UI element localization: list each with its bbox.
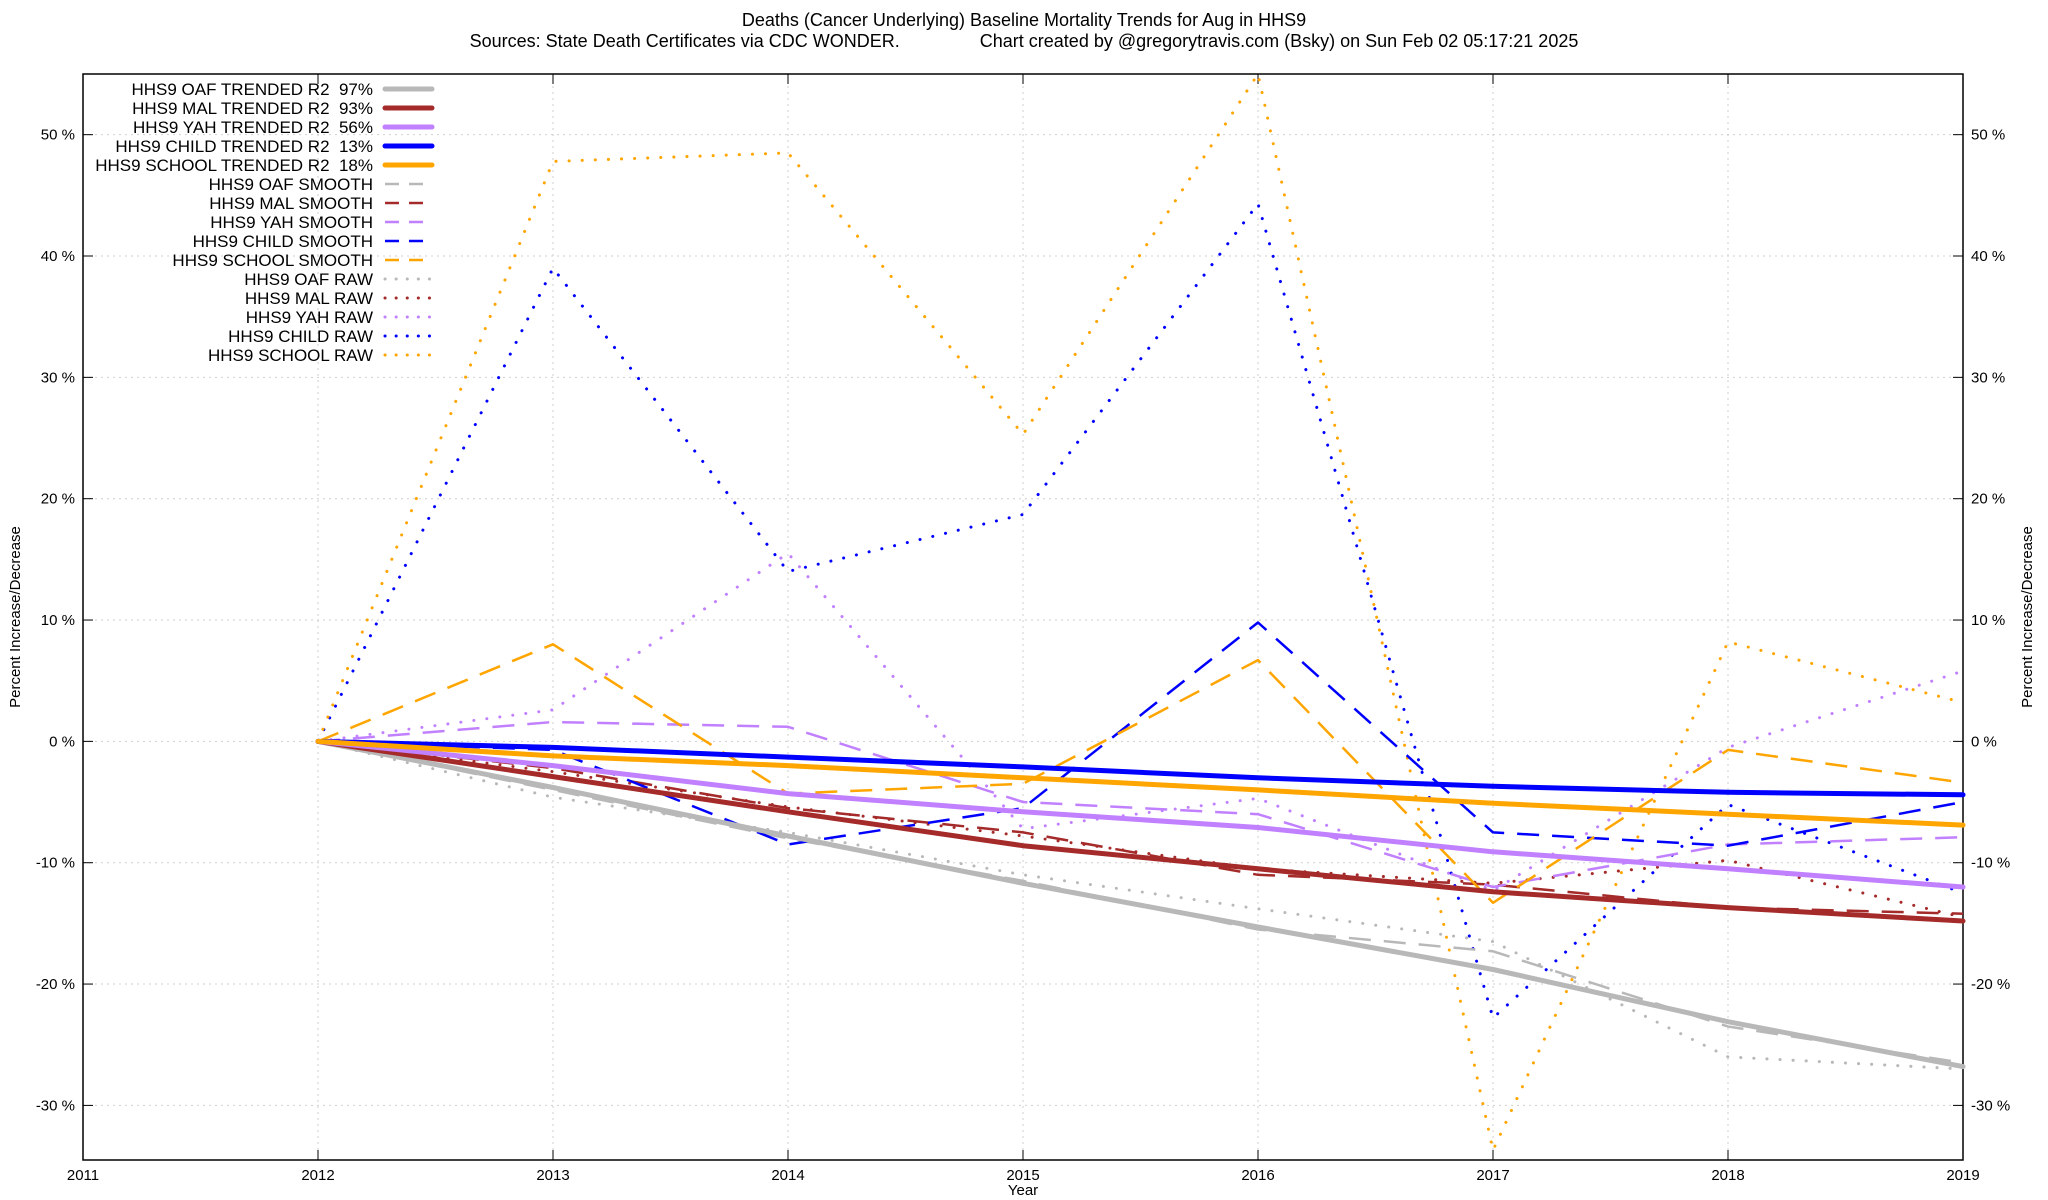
y-tick-label-right: 30 %	[1971, 369, 2005, 386]
chart-title: Deaths (Cancer Underlying) Baseline Mort…	[742, 10, 1306, 30]
y-tick-label-right: 40 %	[1971, 248, 2005, 265]
y-tick-label-right: 0 %	[1971, 733, 1997, 750]
x-tick-label: 2013	[536, 1167, 569, 1184]
y-axis-label-right: Percent Increase/Decrease	[2019, 526, 2036, 708]
y-tick-label: 10 %	[41, 612, 75, 629]
series-line-1	[315, 738, 1966, 924]
legend-label: HHS9 OAF RAW	[244, 270, 373, 289]
y-tick-label: 40 %	[41, 248, 75, 265]
series-lines	[315, 72, 1966, 1152]
legend-label: HHS9 YAH SMOOTH	[210, 213, 373, 232]
y-tick-label-right: 20 %	[1971, 491, 2005, 508]
y-tick-label-right: -10 %	[1971, 855, 2010, 872]
legend-label: HHS9 YAH TRENDED R2 56%	[133, 118, 373, 137]
legend-label: HHS9 CHILD TRENDED R2 13%	[115, 137, 373, 156]
legend-label: HHS9 SCHOOL RAW	[208, 346, 373, 365]
series-line-4	[315, 738, 1966, 828]
legend-label: HHS9 MAL SMOOTH	[209, 194, 373, 213]
series-line-11	[316, 739, 1965, 919]
y-tick-label-right: -30 %	[1971, 1097, 2010, 1114]
y-tick-label: -20 %	[36, 976, 75, 993]
series-line-0	[315, 738, 1966, 1070]
y-tick-label: 30 %	[41, 369, 75, 386]
y-tick-label-right: 50 %	[1971, 127, 2005, 144]
legend-label: HHS9 MAL RAW	[245, 289, 373, 308]
chart-subtitle: Sources: State Death Certificates via CD…	[470, 31, 1579, 51]
legend-label: HHS9 OAF SMOOTH	[209, 175, 373, 194]
legend-label: HHS9 CHILD RAW	[228, 327, 373, 346]
series-line-9	[317, 643, 1964, 905]
x-tick-label: 2018	[1711, 1167, 1744, 1184]
y-axis-label-left: Percent Increase/Decrease	[7, 526, 24, 708]
legend-label: HHS9 MAL TRENDED R2 93%	[132, 99, 373, 118]
legend-label: HHS9 OAF TRENDED R2 97%	[131, 80, 373, 99]
x-tick-label: 2015	[1006, 1167, 1039, 1184]
series-line-2	[315, 738, 1966, 890]
series-line-3	[315, 738, 1966, 798]
x-tick-label: 2017	[1476, 1167, 1509, 1184]
legend: HHS9 OAF TRENDED R2 97%HHS9 MAL TRENDED …	[95, 80, 435, 365]
y-tick-label-right: -20 %	[1971, 976, 2010, 993]
legend-label: HHS9 SCHOOL SMOOTH	[172, 251, 373, 270]
series-line-14	[316, 72, 1965, 1152]
x-tick-label: 2014	[771, 1167, 804, 1184]
legend-label: HHS9 YAH RAW	[246, 308, 373, 327]
y-tick-label: -30 %	[36, 1097, 75, 1114]
y-tick-label-right: 10 %	[1971, 612, 2005, 629]
x-tick-label: 2016	[1241, 1167, 1274, 1184]
legend-label: HHS9 CHILD SMOOTH	[193, 232, 373, 251]
y-tick-label: 20 %	[41, 491, 75, 508]
y-tick-label: 0 %	[49, 733, 75, 750]
legend-label: HHS9 SCHOOL TRENDED R2 18%	[95, 156, 373, 175]
series-line-13	[316, 202, 1965, 1020]
x-tick-label: 2012	[301, 1167, 334, 1184]
y-tick-label: 50 %	[41, 127, 75, 144]
series-line-8	[317, 621, 1964, 847]
axis-ticks: -30 % -30 % -20 % -20 % -10 % -10 % 0 % 0 % 10 %…	[36, 74, 2010, 1184]
x-tick-label: 2011	[67, 1167, 99, 1184]
x-axis-label: Year	[1008, 1182, 1038, 1199]
y-tick-label: -10 %	[36, 855, 75, 872]
x-tick-label: 2019	[1946, 1167, 1979, 1184]
